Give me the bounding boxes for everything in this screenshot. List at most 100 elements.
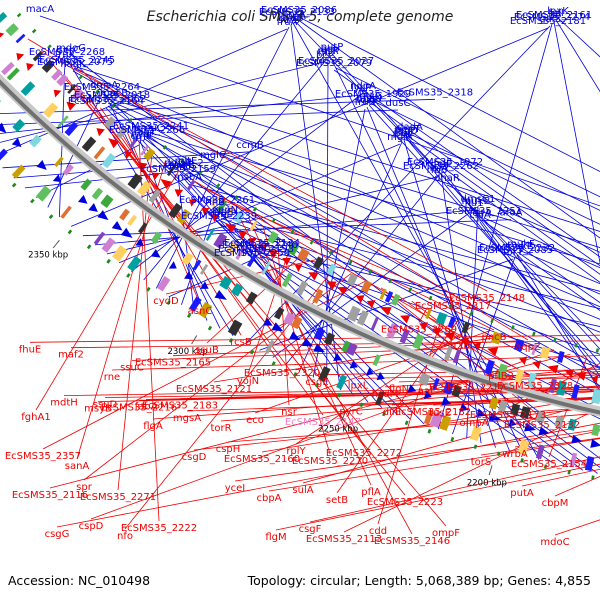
forward-gene-label: nagK (60, 59, 86, 70)
forward-gene-label: bcr (316, 50, 333, 61)
trna-marker (62, 59, 68, 65)
label-leader-line (82, 219, 512, 237)
forward-gene-label: icd (103, 92, 118, 103)
trna-marker (271, 218, 276, 223)
feature-block (567, 418, 577, 431)
label-leader-line (391, 397, 600, 406)
trna-marker (368, 269, 373, 275)
reverse-cds-arrow (460, 337, 470, 347)
trna-marker (30, 198, 35, 204)
label-leader-line (248, 216, 372, 486)
forward-gene-label: dadA (397, 122, 423, 133)
forward-gene-label: serC (58, 45, 80, 56)
trna-marker (198, 170, 203, 176)
label-leader-line (514, 430, 600, 448)
reverse-gene-label: flgA (143, 421, 163, 432)
label-leader-line (131, 92, 364, 272)
reverse-cds-arrow (108, 138, 120, 149)
trna-marker (511, 325, 515, 330)
forward-gene-label: hinT (134, 127, 156, 138)
forward-gene-label: fabD (394, 126, 418, 137)
reverse-cds-arrow (188, 199, 197, 207)
reverse-gene-label: ompA (459, 418, 488, 429)
feature-block (556, 380, 567, 396)
kbp-tick-mark (191, 335, 198, 345)
kbp-tick-mark (52, 239, 60, 249)
forward-gene-label: EcSMS35_2268 (29, 47, 105, 58)
label-leader-line (0, 109, 399, 125)
forward-gene-label: cmk (130, 131, 151, 142)
reverse-gene-label: aat (418, 386, 434, 397)
feature-block (80, 178, 92, 191)
reverse-cds-arrow (201, 208, 210, 216)
feature-block (64, 121, 79, 137)
trna-marker (543, 464, 548, 469)
feature-block (281, 272, 293, 288)
position-ticks: 1950 kbp2000 kbp2050 kbp2100 kbp2150 kbp… (28, 239, 507, 489)
trna-marker (469, 311, 474, 316)
forward-cds-arrow (333, 352, 342, 361)
feature-block (219, 275, 233, 290)
forward-gene-label: galS (539, 14, 561, 25)
feature-block (71, 88, 84, 101)
trna-marker (216, 183, 221, 188)
feature-block (6, 67, 20, 81)
label-leader-line (124, 265, 337, 530)
feature-block (418, 372, 431, 387)
feature-block (548, 378, 557, 394)
forward-cds-arrow (271, 322, 284, 332)
label-leader-line (294, 20, 600, 343)
reverse-gene-label: EcSMS35_2272 (326, 448, 402, 459)
trna-marker (16, 12, 22, 18)
trna-marker (520, 458, 524, 463)
forward-gene-label: torA (285, 9, 306, 20)
feature-block (176, 208, 191, 225)
feature-block (112, 245, 128, 262)
label-leader-line (76, 66, 600, 232)
forward-gene-label: pyrD (242, 246, 266, 257)
forward-gene-label: pepT (396, 124, 422, 135)
forward-gene-label: mltE (175, 156, 198, 167)
kbp-tick-label: 2200 kbp (467, 479, 507, 489)
forward-cds-arrow (441, 396, 452, 406)
reverse-gene-label: pncB (481, 332, 506, 343)
feature-block (168, 202, 183, 219)
label-leader-line (295, 324, 475, 445)
reverse-gene-label: fghA1 (21, 412, 50, 423)
feature-block (324, 332, 336, 346)
forward-gene-label: EcSMS35_2164 (68, 96, 144, 107)
forward-cds-arrow (313, 343, 326, 353)
feature-block (584, 456, 595, 472)
forward-gene-label: fglG (357, 95, 377, 106)
feature-block (444, 345, 453, 361)
forward-cds-arrow (571, 434, 582, 444)
feature-block (370, 316, 380, 331)
label-leader-line (350, 397, 600, 405)
feature-block (517, 439, 530, 456)
reverse-gene-label: ssuB (195, 345, 219, 356)
feature-block (199, 264, 209, 275)
feature-tracks (0, 11, 600, 480)
label-leader-line (370, 102, 600, 267)
trna-marker (252, 206, 257, 212)
forward-cds-arrow (365, 367, 374, 376)
trna-marker (473, 444, 478, 450)
forward-cds-arrow (78, 194, 88, 204)
label-leader-line (247, 242, 292, 375)
label-leader-line (0, 61, 325, 143)
feature-block (148, 188, 161, 204)
reverse-gene-label: rplY (286, 446, 306, 457)
forward-cds-arrow (168, 261, 177, 269)
feature-block (429, 411, 443, 428)
reverse-gene-label: cspH (216, 444, 241, 455)
forward-cds-arrow (590, 439, 600, 448)
forward-gene-label: dmsB_2 (164, 158, 204, 169)
forward-gene-label: EcSMS35_2258 (214, 248, 290, 259)
feature-block (140, 145, 149, 156)
forward-gene-label: msbA (174, 172, 202, 183)
forward-gene-label: lysP (351, 83, 371, 94)
forward-gene-label: aroA (500, 208, 523, 219)
trna-marker (337, 392, 342, 398)
reverse-gene-label: EcSMS35_2270 (292, 456, 368, 467)
label-leader-line (276, 234, 290, 406)
